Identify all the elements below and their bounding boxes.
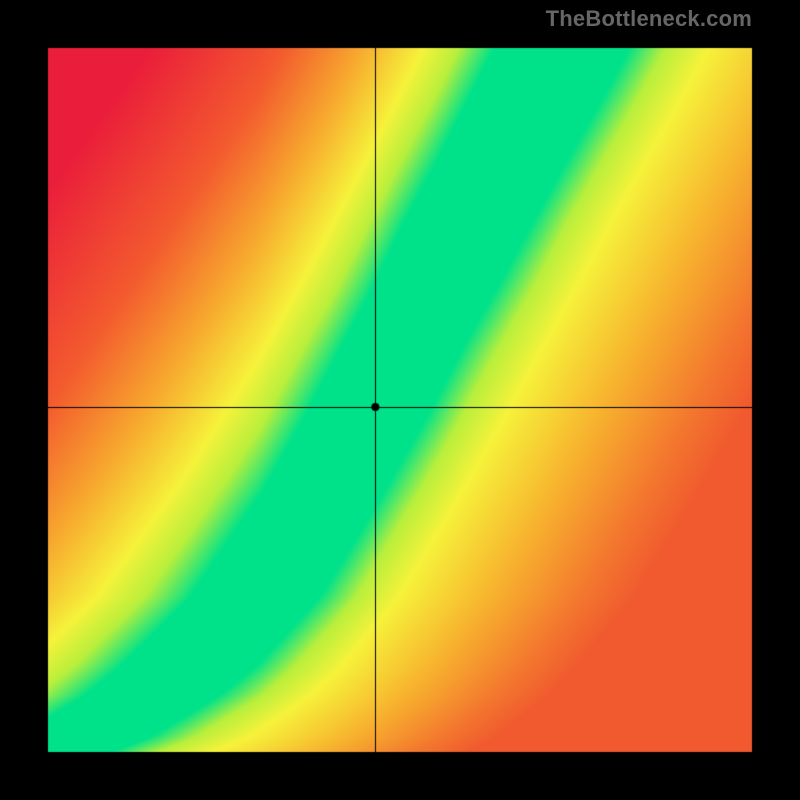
chart-container: TheBottleneck.com xyxy=(0,0,800,800)
watermark-text: TheBottleneck.com xyxy=(546,6,752,32)
bottleneck-heatmap xyxy=(0,0,800,800)
